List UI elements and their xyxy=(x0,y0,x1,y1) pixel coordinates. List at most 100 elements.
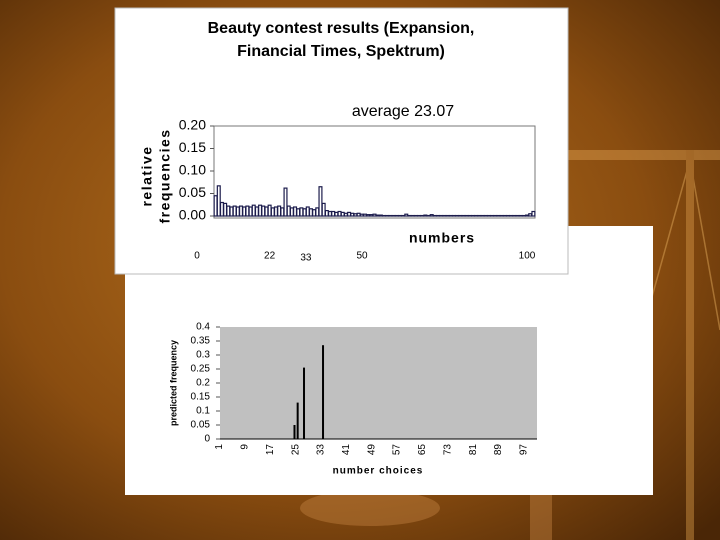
x-tick-label: 33 xyxy=(316,444,327,456)
y-tick-label: 0.20 xyxy=(179,117,206,133)
bar xyxy=(232,205,237,217)
bar xyxy=(296,402,299,439)
bar xyxy=(213,195,218,217)
bar xyxy=(270,207,275,217)
x-tick-label: 97 xyxy=(519,444,530,456)
bar xyxy=(226,205,231,217)
bar xyxy=(216,185,221,217)
bar xyxy=(286,205,291,217)
bar xyxy=(245,205,250,217)
bar xyxy=(267,204,272,217)
annotation: average 23.07 xyxy=(352,103,454,120)
x-tick-label: 49 xyxy=(366,444,377,456)
x-tick-label: 89 xyxy=(493,444,504,456)
bar xyxy=(219,201,224,217)
bar xyxy=(302,208,307,217)
bar xyxy=(531,210,536,217)
x-tick-label: 33 xyxy=(300,253,312,264)
bar xyxy=(359,213,364,217)
bar xyxy=(235,206,240,217)
bar xyxy=(254,206,259,217)
bar xyxy=(334,211,339,217)
bar xyxy=(238,205,244,217)
bar xyxy=(423,214,428,217)
bar xyxy=(331,210,336,217)
x-tick-label: 41 xyxy=(341,444,352,456)
y-axis-label: frequencies xyxy=(157,128,173,223)
chart-title: Financial Times, Spektrum) xyxy=(237,43,445,60)
bar xyxy=(273,206,279,217)
bar xyxy=(308,208,313,217)
bar xyxy=(366,214,371,217)
chart-panel xyxy=(114,7,569,275)
bar xyxy=(375,214,380,217)
x-tick-label: 73 xyxy=(442,444,453,456)
bar xyxy=(327,210,333,217)
bar xyxy=(343,212,348,217)
chart-title: Beauty contest results (Expansion, xyxy=(208,20,475,37)
x-tick-label: 1 xyxy=(214,444,225,450)
plot-frame xyxy=(213,125,536,219)
y-tick-label: 0.15 xyxy=(179,139,206,155)
x-tick-label: 81 xyxy=(468,444,479,456)
bar xyxy=(296,208,301,217)
y-tick-label: 0.25 xyxy=(191,364,211,375)
x-tick-label: 100 xyxy=(519,251,536,262)
bar xyxy=(362,213,367,217)
bar xyxy=(372,213,377,217)
bar xyxy=(229,206,234,217)
bar xyxy=(277,205,282,217)
x-tick-label: 9 xyxy=(240,444,251,450)
bar xyxy=(242,206,247,217)
bar xyxy=(305,206,310,217)
bar xyxy=(318,186,323,217)
bar xyxy=(356,212,361,217)
y-tick-label: 0.00 xyxy=(179,207,206,223)
bar xyxy=(369,214,374,217)
x-tick-label: 25 xyxy=(290,444,301,456)
bar xyxy=(293,206,298,217)
scales-decoration xyxy=(300,150,720,540)
bar xyxy=(429,214,434,217)
bar xyxy=(347,211,352,217)
y-tick-label: 0.4 xyxy=(196,322,210,333)
bar xyxy=(350,212,355,217)
bar xyxy=(353,213,358,217)
y-tick-label: 0.05 xyxy=(191,420,211,431)
bar xyxy=(315,207,320,217)
bar xyxy=(251,204,256,217)
y-tick-label: 0.1 xyxy=(196,406,210,417)
y-tick-label: 0.2 xyxy=(196,378,210,389)
x-tick-label: 50 xyxy=(356,251,368,262)
bar xyxy=(258,204,263,217)
x-tick-label: 22 xyxy=(264,251,276,262)
x-tick-label: 57 xyxy=(392,444,403,456)
bar xyxy=(378,214,383,217)
bar xyxy=(404,213,409,217)
x-tick-label: 0 xyxy=(194,251,200,262)
x-tick-label: 17 xyxy=(265,444,276,456)
bar xyxy=(337,210,342,217)
y-tick-label: 0.3 xyxy=(196,350,210,361)
bar xyxy=(340,211,345,217)
y-tick-label: 0.05 xyxy=(179,184,206,200)
bar xyxy=(280,207,285,217)
bar xyxy=(312,209,317,217)
bar xyxy=(261,205,266,217)
plot-area xyxy=(220,327,537,439)
bar xyxy=(303,367,306,439)
bar xyxy=(322,345,325,439)
y-tick-label: 0.10 xyxy=(179,162,206,178)
bar xyxy=(289,207,294,217)
bar xyxy=(324,210,329,217)
y-tick-label: 0.35 xyxy=(191,336,211,347)
y-axis-label: relative xyxy=(139,145,155,206)
bar xyxy=(528,213,533,217)
x-axis-label: numbers xyxy=(409,230,475,246)
y-tick-label: 0 xyxy=(204,434,210,445)
bar xyxy=(299,207,304,217)
x-axis-label: number choices xyxy=(333,466,424,477)
bar xyxy=(223,202,228,217)
